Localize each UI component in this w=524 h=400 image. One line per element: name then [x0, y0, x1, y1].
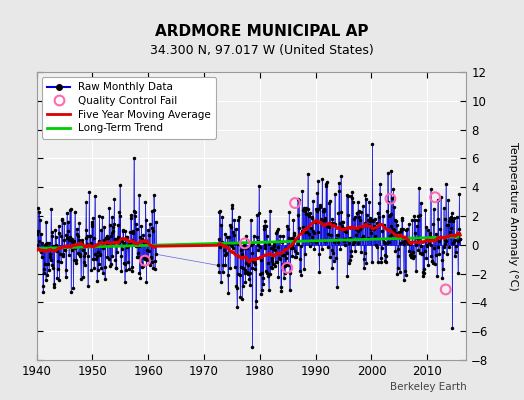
Point — [141, 258, 149, 264]
Text: Berkeley Earth: Berkeley Earth — [390, 382, 466, 392]
Point — [291, 200, 299, 206]
Text: 34.300 N, 97.017 W (United States): 34.300 N, 97.017 W (United States) — [150, 44, 374, 57]
Y-axis label: Temperature Anomaly (°C): Temperature Anomaly (°C) — [508, 142, 518, 290]
Point — [431, 194, 439, 200]
Legend: Raw Monthly Data, Quality Control Fail, Five Year Moving Average, Long-Term Tren: Raw Monthly Data, Quality Control Fail, … — [42, 77, 216, 138]
Text: ARDMORE MUNICIPAL AP: ARDMORE MUNICIPAL AP — [155, 24, 369, 39]
Point — [241, 240, 249, 246]
Point — [283, 265, 291, 271]
Point — [386, 196, 395, 202]
Point — [442, 286, 450, 293]
